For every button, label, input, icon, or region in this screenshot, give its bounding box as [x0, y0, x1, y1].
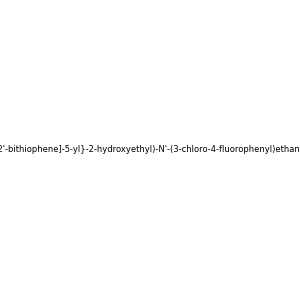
- Text: N-(2-{[2,2'-bithiophene]-5-yl}-2-hydroxyethyl)-N'-(3-chloro-4-fluorophenyl)ethan: N-(2-{[2,2'-bithiophene]-5-yl}-2-hydroxy…: [0, 146, 300, 154]
